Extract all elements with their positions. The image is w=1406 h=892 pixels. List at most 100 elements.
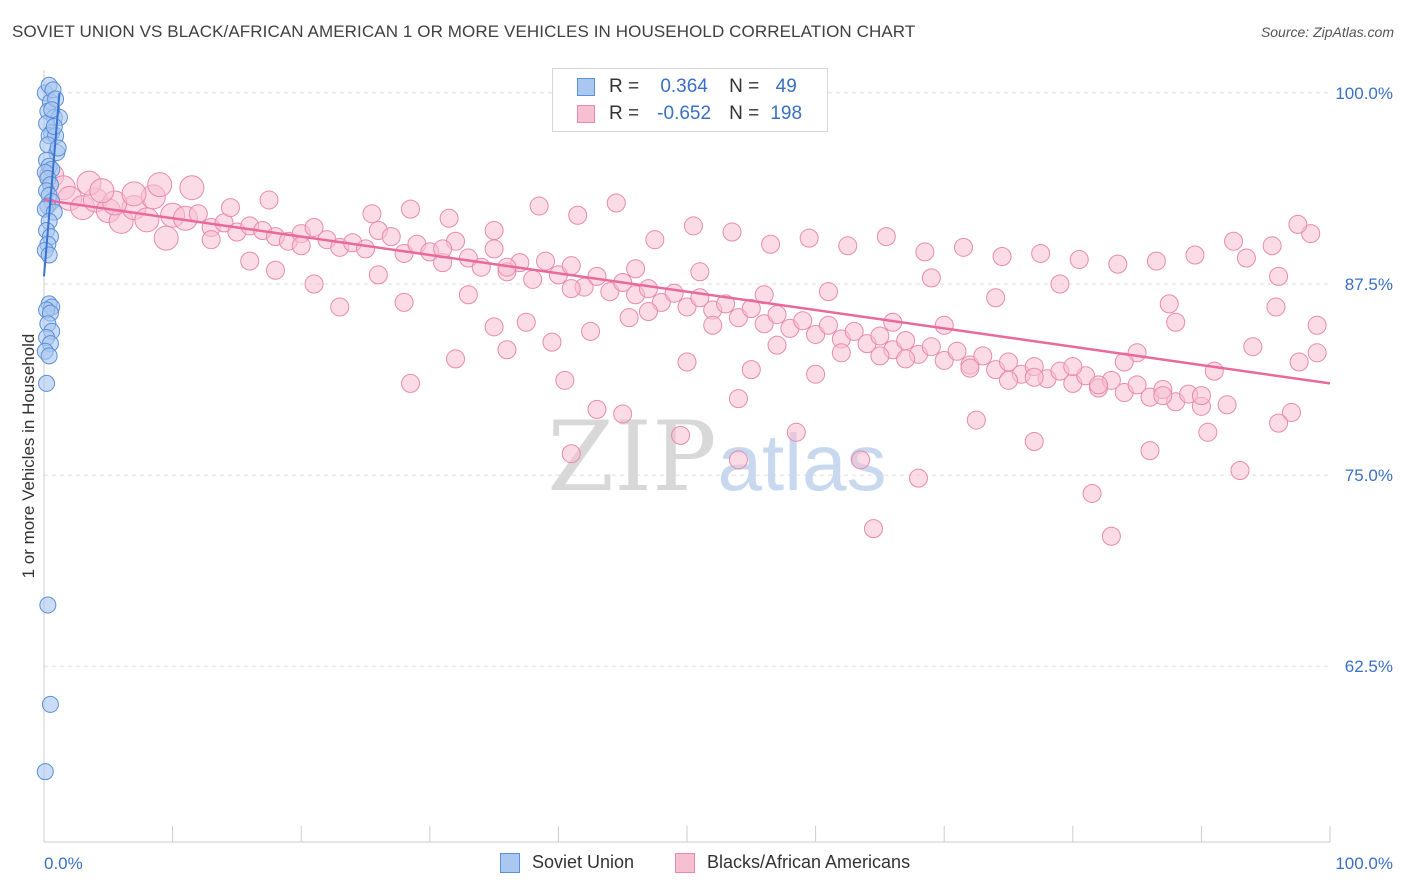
pink-point	[555, 370, 575, 390]
x-tick-label: 0.0%	[44, 854, 83, 873]
pink-point	[201, 230, 221, 250]
pink-point	[793, 311, 813, 331]
pink-point	[986, 288, 1006, 308]
pink-point	[1269, 266, 1289, 286]
pink-point	[619, 308, 639, 328]
pink-point	[1281, 402, 1301, 422]
pink-point	[671, 425, 691, 445]
legend-row-black: R = -0.652 N = 198	[577, 101, 813, 127]
pink-point	[1050, 274, 1070, 294]
blue-point	[38, 374, 56, 392]
pink-point	[613, 404, 633, 424]
pink-point	[754, 314, 774, 334]
pink-trend-line	[43, 198, 1331, 385]
legend-r-value: -0.652	[657, 103, 712, 124]
pink-point	[728, 389, 748, 409]
pink-point	[523, 269, 543, 289]
pink-point	[818, 315, 838, 335]
pink-point	[728, 450, 748, 470]
pink-point	[728, 308, 748, 328]
pink-point	[1082, 483, 1102, 503]
pink-point	[304, 274, 324, 294]
pink-point	[259, 190, 279, 210]
pink-point	[1236, 248, 1256, 268]
blue-point	[39, 596, 57, 614]
pink-point	[870, 326, 890, 346]
blue-point	[40, 246, 58, 264]
pink-point	[1069, 250, 1089, 270]
pink-point	[960, 358, 980, 378]
pink-point	[664, 283, 684, 303]
pink-point	[934, 315, 954, 335]
pink-point	[121, 181, 147, 207]
legend-n-value: 49	[775, 76, 797, 97]
blue-trend-line	[43, 92, 61, 277]
pink-point	[401, 373, 421, 393]
pink-point	[722, 222, 742, 242]
pink-point	[600, 282, 620, 302]
pink-point	[1166, 312, 1186, 332]
blue-point	[36, 763, 54, 781]
pink-point	[1140, 441, 1160, 461]
pink-point	[831, 343, 851, 363]
bottom-legend-soviet: Soviet Union	[500, 852, 634, 873]
blue-point	[41, 695, 59, 713]
pink-point	[1269, 413, 1289, 433]
pink-point	[265, 260, 285, 280]
pink-point	[561, 256, 581, 276]
pink-point	[799, 228, 819, 248]
pink-point	[368, 265, 388, 285]
pink-point	[677, 352, 697, 372]
pink-point	[484, 317, 504, 337]
pink-point	[304, 217, 324, 237]
pink-point	[587, 399, 607, 419]
pink-point	[645, 230, 665, 250]
pink-point	[966, 410, 986, 430]
y-tick-label: 87.5%	[1345, 275, 1393, 294]
pink-point	[1243, 337, 1263, 357]
pink-point	[761, 234, 781, 254]
pink-point	[1127, 375, 1147, 395]
trend-lines	[43, 92, 1331, 385]
pink-point	[147, 172, 173, 198]
pink-point	[626, 259, 646, 279]
pink-point	[767, 335, 787, 355]
pink-point	[638, 279, 658, 299]
y-tick-label: 75.0%	[1345, 466, 1393, 485]
pink-point	[1307, 315, 1327, 335]
legend-swatch-pink	[577, 105, 595, 123]
pink-point	[291, 236, 311, 256]
pink-point	[1262, 236, 1282, 256]
pink-point	[838, 236, 858, 256]
legend-r-value: 0.364	[660, 76, 708, 97]
pink-point	[638, 302, 658, 322]
blue-point	[45, 118, 63, 136]
pink-point	[330, 297, 350, 317]
pink-point	[587, 266, 607, 286]
legend-r-label: R =	[609, 103, 640, 124]
pink-point	[908, 468, 928, 488]
pink-point	[1185, 245, 1205, 265]
pink-point	[806, 324, 826, 344]
bottom-legend-black: Blacks/African Americans	[675, 852, 910, 873]
bottom-legend-swatch-blue	[500, 852, 520, 873]
legend-row-soviet: R = 0.364 N = 49	[577, 74, 813, 100]
pink-point	[568, 205, 588, 225]
pink-point	[439, 208, 459, 228]
pink-point	[1191, 386, 1211, 406]
bottom-legend-label: Soviet Union	[532, 852, 635, 872]
pink-point	[818, 282, 838, 302]
pink-point	[1031, 243, 1051, 263]
pink-point	[876, 227, 896, 247]
pink-point	[1153, 386, 1173, 406]
pink-point	[497, 340, 517, 360]
legend-swatch-blue	[577, 78, 595, 96]
stats-legend: R = 0.364 N = 49 R = -0.652 N = 198	[552, 68, 828, 132]
pink-point	[1108, 254, 1128, 274]
pink-point	[690, 262, 710, 282]
pink-point	[896, 331, 916, 351]
pink-point	[529, 196, 549, 216]
pink-point	[240, 251, 260, 271]
pink-point	[1159, 294, 1179, 314]
